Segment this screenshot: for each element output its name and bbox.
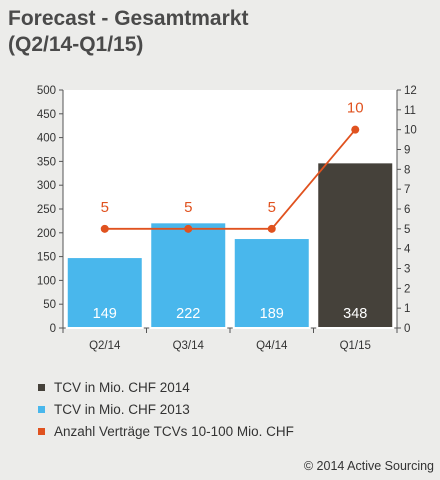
y-left-tick-label: 50 (43, 299, 56, 311)
legend-swatch-contracts (38, 427, 45, 435)
y-right-tick-label: 11 (404, 105, 416, 117)
line-value-label: 10 (347, 100, 364, 117)
legend-item-contracts: Anzahl Verträge TCVs 10-100 Mio. CHF (38, 420, 294, 442)
legend-label-2014: TCV in Mio. CHF 2014 (54, 379, 190, 395)
y-left-tick-label: 200 (37, 228, 56, 240)
line-value-label: 5 (268, 199, 276, 216)
chart-title: Forecast - Gesamtmarkt (Q2/14-Q1/15) (8, 6, 248, 58)
y-right-tick-label: 9 (404, 145, 410, 157)
legend-swatch-2014 (38, 383, 45, 391)
bar (232, 237, 311, 329)
combo-chart: 0501001502002503003504004505000123456789… (37, 85, 417, 352)
x-tick-label: Q4/14 (256, 340, 288, 352)
y-right-tick-label: 2 (404, 283, 410, 295)
copyright-text: © 2014 Active Sourcing (303, 459, 434, 473)
y-left-tick-label: 300 (37, 180, 56, 192)
bar (149, 221, 228, 329)
y-right-tick-label: 8 (404, 164, 410, 176)
x-tick-label: Q2/14 (89, 340, 121, 352)
bar (65, 256, 144, 329)
y-left-tick-label: 350 (37, 156, 56, 168)
bar-value-label: 348 (343, 306, 367, 322)
line-point (267, 224, 276, 233)
title-line-1: Forecast - Gesamtmarkt (8, 7, 249, 30)
bar-value-label: 149 (93, 306, 117, 322)
y-left-tick-label: 100 (37, 275, 56, 287)
bar-value-label: 189 (260, 306, 284, 322)
y-left-tick-label: 150 (37, 252, 56, 264)
y-right-tick-label: 3 (404, 264, 410, 276)
legend-item-2014: TCV in Mio. CHF 2014 (38, 376, 294, 398)
bar (316, 161, 395, 329)
title-line-2: (Q2/14-Q1/15) (8, 33, 144, 56)
y-right-tick-label: 7 (404, 184, 410, 196)
x-tick-label: Q3/14 (173, 340, 205, 352)
y-left-tick-label: 250 (37, 204, 56, 216)
y-left-tick-label: 0 (50, 323, 56, 335)
contracts-line (104, 129, 356, 230)
y-right-tick-label: 6 (404, 204, 410, 216)
bar-value-label: 222 (176, 306, 200, 322)
line-point (351, 125, 360, 134)
y-right-tick-label: 12 (404, 85, 417, 97)
x-tick-label: Q1/15 (340, 340, 371, 352)
legend-label-contracts: Anzahl Verträge TCVs 10-100 Mio. CHF (54, 423, 294, 439)
y-right-tick-label: 10 (404, 125, 417, 137)
legend: TCV in Mio. CHF 2014 TCV in Mio. CHF 201… (38, 376, 294, 442)
y-right-tick-label: 4 (404, 244, 411, 256)
y-right-tick-label: 5 (404, 224, 410, 236)
line-point (184, 224, 193, 233)
legend-item-2013: TCV in Mio. CHF 2013 (38, 398, 294, 420)
y-left-tick-label: 400 (37, 133, 56, 145)
legend-label-2013: TCV in Mio. CHF 2013 (54, 401, 190, 417)
line-point (100, 224, 109, 233)
y-right-tick-label: 0 (404, 323, 410, 335)
y-right-tick-label: 1 (404, 303, 410, 315)
y-left-tick-label: 450 (37, 109, 56, 121)
line-value-label: 5 (101, 199, 109, 216)
line-value-label: 5 (184, 199, 192, 216)
legend-swatch-2013 (38, 405, 45, 413)
y-left-tick-label: 500 (37, 85, 56, 97)
